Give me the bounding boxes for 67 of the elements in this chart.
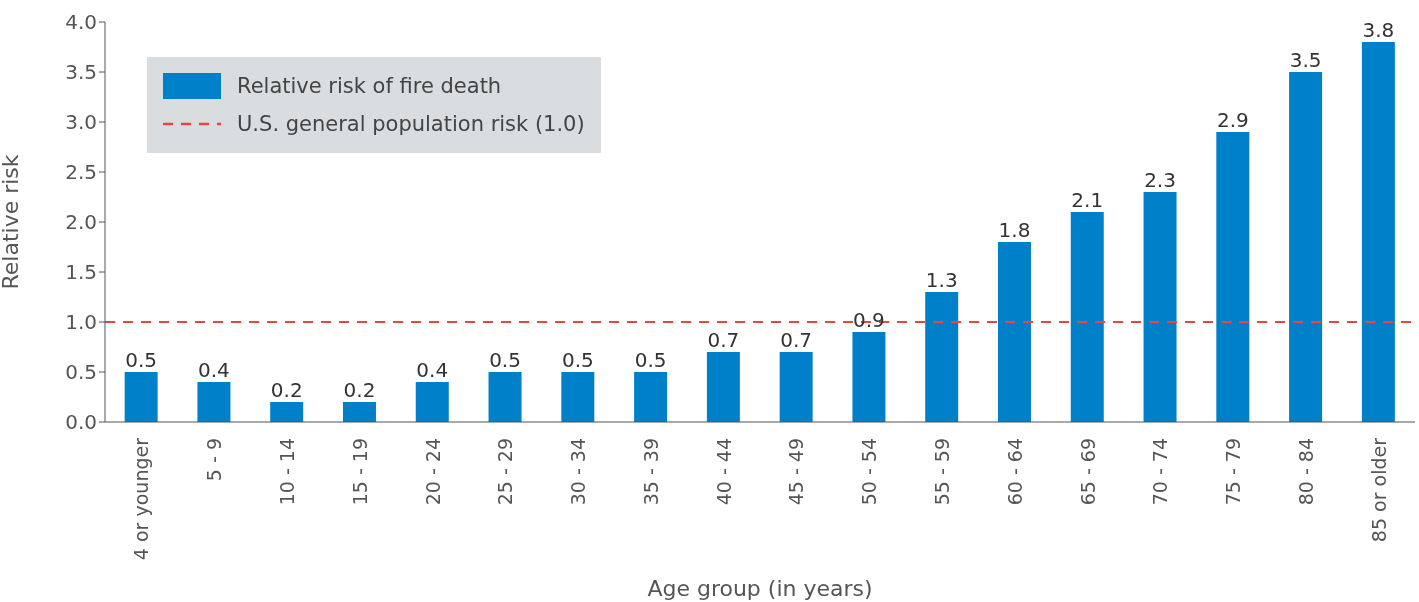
x-tick-label: 35 - 39	[639, 438, 662, 506]
bar	[1216, 132, 1250, 422]
text: 0.5	[65, 360, 97, 385]
x-axis-title: Age group (in years)	[647, 576, 873, 601]
bar	[1361, 42, 1395, 422]
text: 1.5	[65, 260, 97, 285]
bar	[342, 402, 376, 422]
bar	[1143, 192, 1177, 422]
data-label: 0.9	[853, 308, 885, 332]
bar	[779, 352, 813, 422]
data-label: 0.7	[707, 328, 740, 352]
data-label: 1.3	[925, 268, 958, 292]
x-tick-label: 85 or older	[1367, 437, 1390, 543]
data-label: 0.2	[343, 378, 376, 402]
x-tick-label: 75 - 79	[1222, 438, 1245, 506]
x-tick-label: 50 - 54	[858, 438, 881, 506]
x-tick-label: 30 - 34	[567, 438, 590, 506]
data-label: 0.5	[634, 348, 667, 372]
x-tick-label: 65 - 69	[1076, 438, 1099, 506]
bar	[197, 382, 231, 422]
data-label: 0.4	[416, 358, 449, 382]
text: 0.0	[65, 410, 97, 435]
bar	[561, 372, 595, 422]
x-tick-label: 10 - 14	[275, 438, 298, 506]
text: 4.0	[65, 10, 97, 35]
x-tick-label: 20 - 24	[421, 438, 444, 506]
data-label: 2.9	[1216, 108, 1249, 132]
bar	[925, 292, 959, 422]
text: 2.5	[65, 160, 97, 185]
bar	[488, 372, 522, 422]
text: 1.0	[65, 310, 97, 335]
x-tick-label: 40 - 44	[712, 438, 735, 506]
data-label: 3.8	[1362, 18, 1395, 42]
data-label: 0.2	[270, 378, 303, 402]
bar	[634, 372, 668, 422]
data-label: 3.5	[1289, 48, 1322, 72]
x-tick-label: 60 - 64	[1003, 438, 1026, 506]
x-tick-label: 45 - 49	[785, 438, 808, 506]
data-label: 1.8	[998, 218, 1031, 242]
bar	[1289, 72, 1323, 422]
bar	[415, 382, 449, 422]
data-label: 0.5	[125, 348, 158, 372]
x-tick-label: 55 - 59	[930, 438, 953, 506]
data-label: 0.7	[780, 328, 813, 352]
bar	[270, 402, 304, 422]
text: 2.0	[65, 210, 97, 235]
legend-label: U.S. general population risk (1.0)	[237, 112, 585, 136]
bar	[1070, 212, 1104, 422]
data-label: 0.5	[561, 348, 594, 372]
data-label: 0.5	[489, 348, 521, 372]
x-tick-label: 5 - 9	[203, 438, 226, 482]
data-label: 2.3	[1144, 168, 1176, 192]
bar	[997, 242, 1031, 422]
bar	[852, 332, 886, 422]
data-label: 2.1	[1071, 188, 1104, 212]
bar	[124, 372, 158, 422]
x-tick-label: 4 or younger	[130, 437, 153, 561]
x-tick-label: 15 - 19	[348, 438, 371, 506]
bar	[706, 352, 740, 422]
x-tick-label: 25 - 29	[494, 438, 517, 506]
y-axis-title: Relative risk	[0, 154, 23, 290]
legend-label: Relative risk of fire death	[237, 74, 502, 98]
data-label: 0.4	[198, 358, 230, 382]
x-tick-label: 70 - 74	[1149, 438, 1172, 506]
text: 3.5	[65, 60, 97, 85]
x-tick-label: 80 - 84	[1294, 438, 1317, 506]
text: 3.0	[65, 110, 97, 135]
